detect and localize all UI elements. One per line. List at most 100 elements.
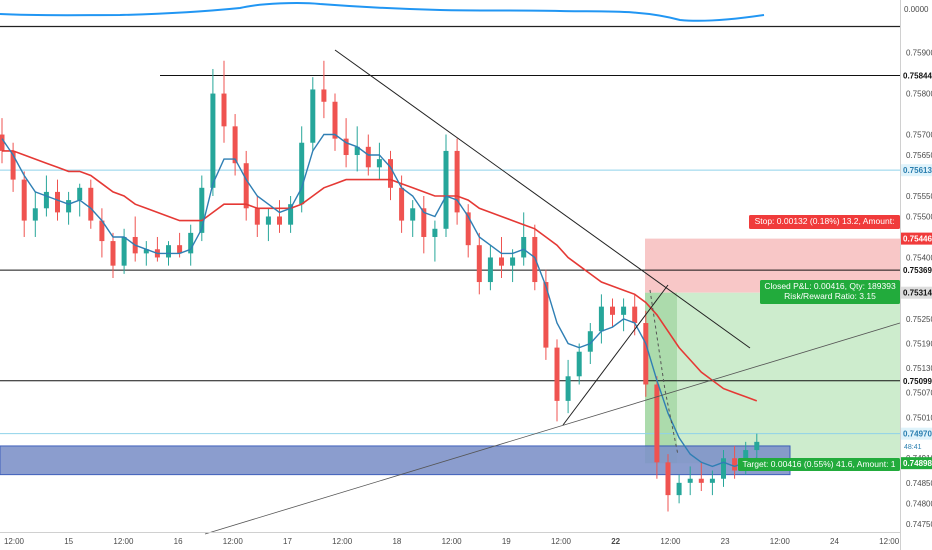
- candle-body: [421, 208, 427, 237]
- x-tick-label: 16: [174, 537, 183, 546]
- candle-body: [665, 462, 671, 496]
- candle-body: [254, 208, 260, 225]
- target-label[interactable]: Target: 0.00416 (0.55%) 41.6, Amount: 1: [738, 458, 900, 471]
- time-axis[interactable]: 12:00 15 12:00 16 12:00 17 12:00 18 12:00 19 12:00…: [4, 537, 900, 546]
- candle-body: [621, 306, 627, 315]
- x-tick-label: 12:00: [551, 537, 572, 546]
- candle-body: [709, 478, 715, 483]
- closed-trade-zone: [645, 292, 677, 464]
- trade-path-dashed: [649, 289, 679, 456]
- level-price-tag: 0.75844: [903, 72, 932, 81]
- candle-body: [521, 236, 527, 258]
- pnl-label-text: Closed P&L: 0.00416, Qty: 189393: [764, 281, 896, 291]
- target-label-text: Target: 0.00416 (0.55%) 41.6, Amount: 1: [742, 459, 895, 469]
- candle-body: [166, 245, 171, 258]
- level-price-tag-bg: [901, 264, 932, 277]
- oscillator-pane: 0.0000: [0, 2, 929, 28]
- candle-body: [66, 200, 72, 213]
- trendline-long[interactable]: [204, 322, 901, 535]
- candle-body: [598, 306, 604, 332]
- candle-body: [310, 89, 316, 143]
- candle-body: [443, 150, 449, 229]
- candle-body: [532, 236, 538, 283]
- candle-body: [565, 376, 571, 401]
- candle-body: [77, 187, 83, 201]
- candle-body: [432, 228, 438, 237]
- candle-body: [654, 384, 660, 463]
- candle-body: [332, 101, 338, 139]
- candle-body: [632, 306, 638, 324]
- trendline-ascending[interactable]: [562, 284, 669, 426]
- candle-body: [121, 236, 127, 266]
- candle-body: [343, 138, 349, 156]
- stop-label-bg: [749, 215, 900, 229]
- support-zone[interactable]: [0, 445, 791, 476]
- pnl-label-bg: [760, 280, 900, 304]
- x-tick-label: 17: [283, 537, 292, 546]
- level-price-tag: 0.75369: [903, 266, 932, 275]
- candle-body: [698, 478, 704, 483]
- x-tick-label: 12:00: [879, 537, 900, 546]
- candle-body: [721, 458, 726, 479]
- target-zone[interactable]: [645, 292, 900, 464]
- target-price-tag-bg: [901, 457, 932, 470]
- candle-body: [554, 347, 560, 401]
- candle-body: [643, 323, 649, 385]
- candle-body: [0, 134, 5, 151]
- level-price-tag: 0.75613: [903, 166, 932, 175]
- level-price-tag-bg: [901, 427, 932, 440]
- x-tick-label: 15: [64, 537, 73, 546]
- x-tick-label: 12:00: [223, 537, 244, 546]
- candle-body: [55, 191, 60, 213]
- stop-price-tag-bg: [901, 232, 932, 245]
- candle-body: [510, 257, 516, 266]
- level-price-tag: 0.75099: [903, 377, 932, 386]
- stop-label[interactable]: Stop: 0.00132 (0.18%) 13.2, Amount:: [749, 215, 900, 229]
- level-price-tag: 0.74970: [903, 430, 932, 439]
- candle-body: [676, 482, 682, 496]
- candle-body: [88, 187, 94, 221]
- candle-body: [354, 146, 360, 156]
- y-tick-label: 0.74750: [906, 520, 932, 529]
- candle-body: [32, 208, 38, 221]
- oscillator-value-label: 0.0000: [904, 5, 929, 14]
- x-tick-label: 12:00: [113, 537, 134, 546]
- x-tick-label: 18: [392, 537, 401, 546]
- x-tick-label: 12:00: [660, 537, 681, 546]
- candle-body: [399, 187, 405, 221]
- countdown-label: 48:41: [904, 444, 922, 451]
- candle-body: [610, 306, 615, 315]
- overlay-front: Stop: 0.00132 (0.18%) 13.2, Amount: Close…: [1, 49, 901, 535]
- candle-body: [388, 159, 393, 188]
- candle-body: [199, 187, 205, 233]
- x-tick-label: 19: [502, 537, 511, 546]
- candle-body: [487, 257, 493, 283]
- stop-label-text: Stop: 0.00132 (0.18%) 13.2, Amount:: [755, 216, 895, 226]
- candle-body: [210, 93, 216, 188]
- pnl-label[interactable]: Closed P&L: 0.00416, Qty: 189393Risk/Rew…: [760, 280, 900, 304]
- candle-body: [754, 441, 760, 451]
- x-tick-label: 22: [611, 537, 620, 546]
- candle-body: [576, 351, 582, 377]
- candle-body: [476, 245, 482, 283]
- candle-body: [277, 216, 282, 225]
- candle-body: [21, 179, 27, 221]
- overlay-back: [0, 75, 900, 476]
- candle-body: [10, 150, 16, 180]
- candle-body: [232, 126, 238, 164]
- candle-body: [221, 93, 227, 127]
- trendline-descending[interactable]: [334, 49, 751, 349]
- candle-body: [288, 204, 294, 225]
- candle-body: [299, 142, 305, 205]
- candle-body: [265, 216, 271, 225]
- level-price-tag-bg: [901, 164, 932, 177]
